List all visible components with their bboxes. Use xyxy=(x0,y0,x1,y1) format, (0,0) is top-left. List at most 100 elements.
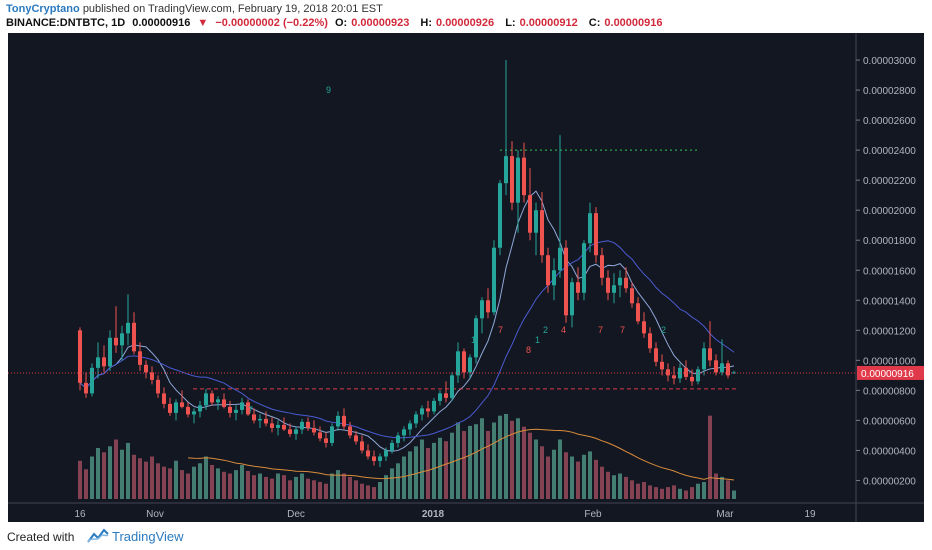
y-tick-label: 0.00001600 xyxy=(863,266,916,277)
volume-bar xyxy=(318,482,322,499)
y-tick-label: 0.00000800 xyxy=(863,386,916,397)
volume-bar xyxy=(492,422,496,499)
candle-body xyxy=(228,406,232,413)
volume-bar xyxy=(96,448,100,499)
volume-bar xyxy=(588,451,592,499)
volume-bar xyxy=(174,460,178,499)
volume-bar xyxy=(486,431,490,499)
y-tick-label: 0.00000200 xyxy=(863,476,916,487)
volume-bar xyxy=(168,468,172,499)
candle-body xyxy=(360,441,364,451)
ma-slow-line xyxy=(79,240,735,439)
open-label: O: xyxy=(334,17,348,29)
volume-bar xyxy=(384,475,388,499)
volume-bar xyxy=(426,448,430,499)
ohlc-line: BINANCE:DNTBTC, 1D 0.00000916 ▼ −0.00000… xyxy=(6,17,671,29)
volume-bar xyxy=(444,441,448,499)
volume-bar xyxy=(120,449,124,499)
candle-body xyxy=(324,438,328,443)
volume-bar xyxy=(342,473,346,499)
candle-body xyxy=(90,367,94,394)
volume-bar xyxy=(630,480,634,499)
created-with-text: Created with xyxy=(7,530,75,544)
candle-body xyxy=(120,333,124,346)
close-value: 0.00000916 xyxy=(604,17,663,29)
candle-body xyxy=(492,247,496,313)
candle-body xyxy=(132,322,136,352)
volume-bar xyxy=(552,449,556,499)
price-chart[interactable]: 0.00003000 0.00002800 0.00002600 0.00002400… xyxy=(8,33,924,522)
volume-bar xyxy=(450,432,454,499)
candle-body xyxy=(102,357,106,367)
volume-bar xyxy=(306,478,310,499)
volume-bar xyxy=(78,460,82,499)
td-count-label: 9 xyxy=(326,85,331,95)
candle-body xyxy=(270,423,274,428)
volume-bar xyxy=(252,475,256,499)
candle-body xyxy=(234,409,238,413)
candle-body xyxy=(150,372,154,380)
volume-bar xyxy=(246,470,250,499)
td-count-label: 7 xyxy=(498,325,503,335)
volume-bar xyxy=(468,425,472,499)
volume-bar xyxy=(216,468,220,499)
candle-body xyxy=(78,330,82,383)
publisher-name[interactable]: TonyCryptano xyxy=(6,3,80,15)
volume-bar xyxy=(348,476,352,499)
chart-panel[interactable]: 0.00003000 0.00002800 0.00002600 0.00002400… xyxy=(8,33,924,522)
td-count-label: 8 xyxy=(526,345,531,355)
candle-body xyxy=(702,348,706,370)
candle-body xyxy=(198,405,202,412)
volume-bar xyxy=(204,456,208,499)
candle-body xyxy=(144,364,148,373)
volume-bar xyxy=(540,446,544,499)
candle-body xyxy=(696,369,700,382)
candle-body xyxy=(426,408,430,412)
candle-body xyxy=(246,402,250,415)
volume-bar xyxy=(522,426,526,499)
high-value: 0.00000926 xyxy=(436,17,495,29)
x-tick-label: Mar xyxy=(716,509,734,520)
volume-bar xyxy=(222,471,226,499)
candle-body xyxy=(162,393,166,404)
candle-body xyxy=(504,156,508,184)
tradingview-logo-icon[interactable] xyxy=(86,528,110,544)
close-label: C: xyxy=(588,17,601,29)
y-tick-label: 0.00000600 xyxy=(863,416,916,427)
td-count-label: 2 xyxy=(543,325,548,335)
candle-body xyxy=(720,363,724,373)
x-tick-label: 16 xyxy=(74,509,86,520)
candle-body xyxy=(300,421,304,430)
candle-body xyxy=(612,285,616,293)
symbol-label[interactable]: BINANCE:DNTBTC, 1D xyxy=(6,17,126,29)
y-tick-label: 0.00002600 xyxy=(863,116,916,127)
ma-fast-line xyxy=(79,190,735,452)
candle-body xyxy=(168,403,172,413)
x-tick-label: 2018 xyxy=(422,509,445,520)
volume-bar xyxy=(576,461,580,499)
candle-body xyxy=(726,363,730,376)
volume-bar xyxy=(264,476,268,499)
volume-bar xyxy=(648,485,652,499)
candle-body xyxy=(654,348,658,362)
price-change: −0.00000002 (−0.22%) xyxy=(215,17,328,29)
candle-body xyxy=(456,351,460,376)
td-count-label: 4 xyxy=(561,325,566,335)
tradingview-brand[interactable]: TradingView xyxy=(112,529,184,544)
volume-bar xyxy=(714,473,718,499)
y-tick-label: 0.00001400 xyxy=(863,296,916,307)
volume-bar xyxy=(642,482,646,499)
candle-body xyxy=(450,375,454,398)
y-tick-label: 0.00001200 xyxy=(863,326,916,337)
volume-bar xyxy=(198,463,202,499)
candle-body xyxy=(210,393,214,403)
candle-body xyxy=(156,379,160,394)
candle-body xyxy=(348,426,352,436)
volume-bar xyxy=(456,422,460,499)
high-label: H: xyxy=(420,17,433,29)
volume-bar xyxy=(330,473,334,499)
volume-bar xyxy=(150,456,154,499)
volume-bar xyxy=(402,456,406,499)
candle-body xyxy=(114,337,118,346)
candle-body xyxy=(330,426,334,443)
